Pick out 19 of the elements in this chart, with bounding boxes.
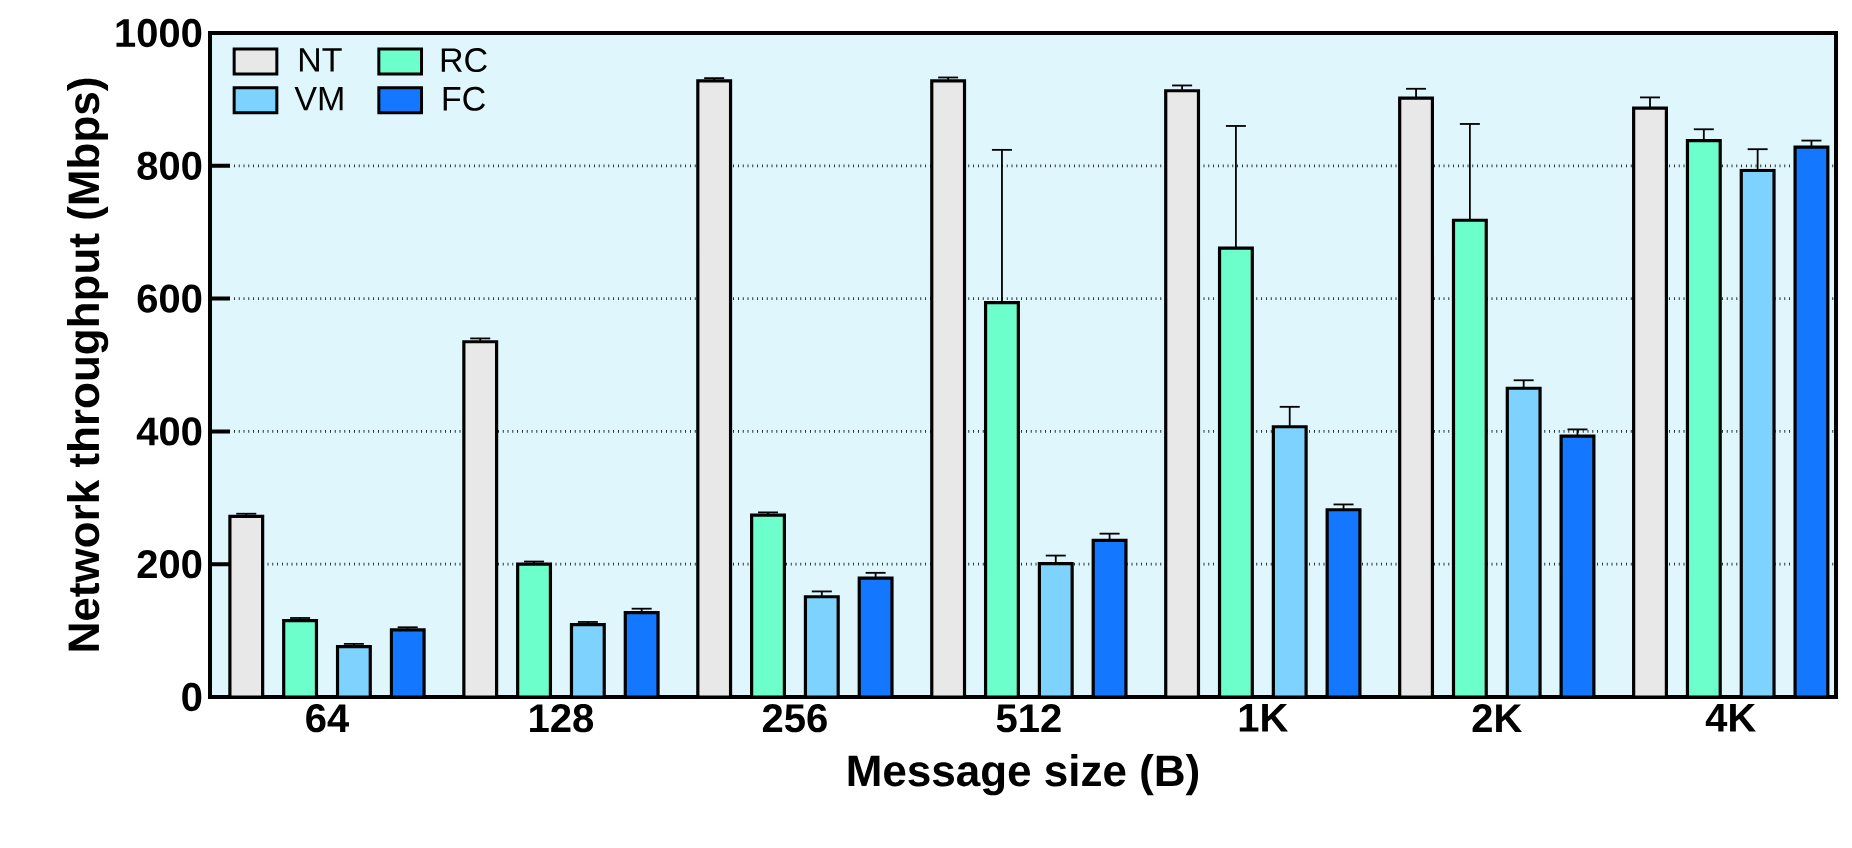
x-tick-label: 4K [1705, 704, 1756, 732]
x-tick-label: 64 [306, 704, 349, 733]
x-tick-label: 2K [1472, 704, 1522, 732]
y-tick-label: 400 [136, 417, 202, 446]
y-tick-label: 800 [137, 151, 202, 180]
x-tick-label: 256 [762, 704, 827, 733]
legend-label: RC [441, 48, 487, 73]
x-axis-title: Message size (B) [848, 754, 1199, 796]
legend-label: FC [443, 86, 485, 111]
y-tick-label: 1000 [116, 18, 202, 48]
y-tick-label: 200 [137, 550, 202, 579]
x-tick-label: 512 [996, 704, 1061, 733]
x-tick-label: 1K [1239, 704, 1288, 732]
y-axis-title: Network throughput (Mbps) [67, 78, 109, 651]
x-tick-label: 128 [530, 704, 594, 733]
legend-label: VM [294, 86, 343, 111]
y-tick-label: 600 [137, 284, 202, 313]
y-tick-label: 0 [182, 682, 202, 712]
legend-label: NT [299, 48, 342, 72]
